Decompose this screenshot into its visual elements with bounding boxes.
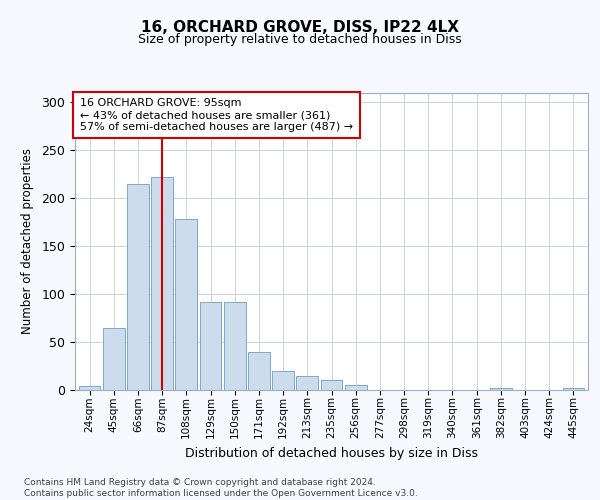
- Bar: [296, 376, 318, 390]
- X-axis label: Distribution of detached houses by size in Diss: Distribution of detached houses by size …: [185, 446, 478, 460]
- Bar: [320, 380, 343, 390]
- Text: Size of property relative to detached houses in Diss: Size of property relative to detached ho…: [138, 32, 462, 46]
- Bar: [151, 177, 173, 390]
- Text: 16 ORCHARD GROVE: 95sqm
← 43% of detached houses are smaller (361)
57% of semi-d: 16 ORCHARD GROVE: 95sqm ← 43% of detache…: [80, 98, 353, 132]
- Bar: [563, 388, 584, 390]
- Bar: [345, 385, 367, 390]
- Bar: [79, 386, 100, 390]
- Bar: [224, 302, 245, 390]
- Bar: [248, 352, 270, 390]
- Y-axis label: Number of detached properties: Number of detached properties: [22, 148, 34, 334]
- Text: 16, ORCHARD GROVE, DISS, IP22 4LX: 16, ORCHARD GROVE, DISS, IP22 4LX: [141, 20, 459, 35]
- Bar: [127, 184, 149, 390]
- Bar: [175, 219, 197, 390]
- Bar: [490, 388, 512, 390]
- Bar: [200, 302, 221, 390]
- Text: Contains HM Land Registry data © Crown copyright and database right 2024.
Contai: Contains HM Land Registry data © Crown c…: [24, 478, 418, 498]
- Bar: [103, 328, 125, 390]
- Bar: [272, 371, 294, 390]
